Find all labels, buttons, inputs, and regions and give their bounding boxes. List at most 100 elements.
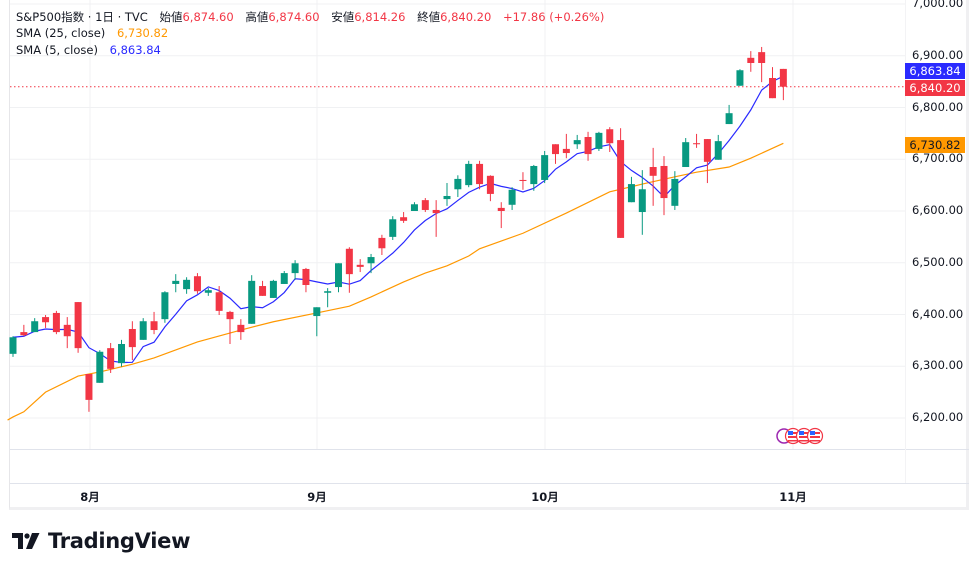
candle-body [389,219,397,237]
candle-body [128,328,136,348]
symbol-label[interactable]: S&P500指数 · 1日 · TVC [16,10,148,24]
candle-body [356,264,364,267]
candle-body [552,144,559,155]
candle-body [584,136,592,155]
candle-body [660,165,668,199]
sma25-legend[interactable]: SMA (25, close) 6,730.82 [16,26,168,40]
candle-down [107,342,115,373]
candle-up [541,150,549,184]
candle-body [9,337,17,354]
candle-body [63,324,71,337]
candle-body [779,68,787,87]
price-tick-label: 6,400.00 [912,306,964,321]
candle-down [378,234,386,255]
low-value: 6,814.26 [354,10,406,24]
sma5-legend[interactable]: SMA (5, close) 6,863.84 [16,43,161,57]
candle-up [508,187,516,210]
candle-up [335,263,342,293]
candle-down [486,175,494,202]
candle-down [747,51,755,72]
candle-up [682,138,690,168]
candle-up [172,274,180,293]
candle-body [269,280,277,298]
candle-body [291,263,299,274]
month-label-aug: 8月 [80,490,100,504]
price-tick-label: 6,200.00 [912,410,964,424]
candle-up [389,216,397,240]
candle-down [150,311,158,335]
candle-down [226,310,234,344]
candle-up [736,69,744,86]
price-tick-label: 6,300.00 [912,358,964,373]
candle-down [779,68,787,101]
candle-body [714,141,722,160]
candle-body [215,292,223,311]
candle-body [541,155,549,180]
chart-frame [9,0,969,510]
candle-down [769,67,776,99]
sma5-label: SMA (5, close) [16,43,98,57]
candle-body [150,321,158,331]
candle-down [758,46,766,83]
candle-body [237,324,245,333]
candle-up [443,183,451,206]
candle-down [562,133,570,159]
candle-down [606,127,614,153]
brand-name: TradingView [48,529,191,553]
price-tick-label: 6,800.00 [912,99,964,114]
tradingview-logo-icon [12,533,40,549]
candle-down [20,324,28,337]
candle-body [85,374,93,400]
candle-body [432,209,440,214]
candle-body [139,321,147,340]
candle-body [193,276,201,292]
candle-body [259,286,267,296]
candle-up [671,171,679,210]
candle-body [606,129,614,144]
candle-up [714,134,722,160]
candle-body [497,207,505,211]
candle-body [758,52,766,63]
candle-body [52,312,60,333]
candle-up [248,275,256,324]
candle-body [183,279,191,290]
candle-down [237,319,245,340]
candle-body [443,195,451,200]
candle-down [400,212,408,223]
candle-body [20,332,28,336]
candle-down [421,198,429,213]
tradingview-logo[interactable]: TradingView [12,529,190,553]
candle-body [400,217,408,221]
month-label-sep: 9月 [307,490,327,504]
candle-body [476,163,484,185]
candle-body [638,189,646,213]
candle-body [421,200,429,210]
candle-up [627,176,635,203]
price-tick-label: 7,000.00 [912,0,964,10]
candle-body [335,263,342,288]
candle-up [291,260,299,280]
candle-body [42,317,50,323]
candle-down [693,133,701,148]
candle-body [747,57,755,63]
candle-body [161,292,169,320]
candle-body [530,165,538,185]
candle-body [573,140,581,145]
candle-body [302,268,310,286]
candle-up [530,164,538,191]
candle-body [682,142,690,168]
candle-body [226,311,234,320]
candle-up [9,336,17,357]
candle-down [259,280,267,296]
candle-body [345,248,353,275]
high-label: 高値 [245,10,269,24]
candle-down [302,267,310,293]
candle-down [356,259,364,273]
candle-up [31,318,39,333]
us-flag-event-icon[interactable] [795,427,813,445]
last-price-tag: 6,840.20 [905,80,965,96]
us-flag-event-icon[interactable] [806,427,824,445]
candle-down [85,374,93,412]
candle-body [649,167,657,176]
